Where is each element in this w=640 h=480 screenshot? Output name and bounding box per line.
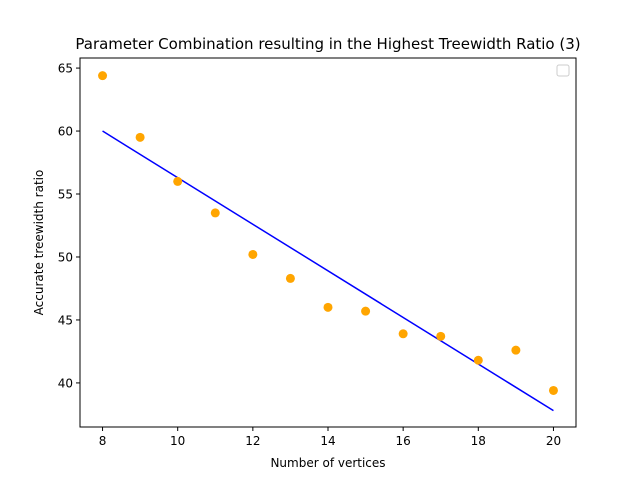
y-tick-label: 40 xyxy=(58,376,73,390)
y-axis-label: Accurate treewidth ratio xyxy=(32,170,46,316)
tick-group: 8 10 12 14 16 18 20 40 45 50 55 60 65 xyxy=(58,62,561,448)
x-tick-label: 14 xyxy=(320,434,335,448)
y-tick-label: 45 xyxy=(58,313,73,327)
scatter-point xyxy=(248,249,258,259)
scatter-point xyxy=(135,132,145,142)
y-tick-label: 50 xyxy=(58,250,73,264)
y-tick-label: 55 xyxy=(58,188,73,202)
scatter-point xyxy=(548,385,558,395)
scatter-point xyxy=(511,345,521,355)
y-tick-label: 60 xyxy=(58,125,73,139)
x-tick-label: 20 xyxy=(546,434,561,448)
scatter-point xyxy=(436,331,446,341)
scatter-point xyxy=(361,306,371,316)
y-tick-label: 65 xyxy=(58,62,73,76)
legend-box xyxy=(556,64,570,77)
scatter-point xyxy=(398,329,408,339)
scatter-point xyxy=(173,176,183,186)
chart-title: Parameter Combination resulting in the H… xyxy=(75,35,580,53)
scatter-point xyxy=(210,208,220,218)
plot-area xyxy=(98,71,558,412)
scatter-point xyxy=(285,273,295,283)
x-axis-label: Number of vertices xyxy=(270,456,385,470)
x-tick-label: 8 xyxy=(99,434,107,448)
scatter-point xyxy=(473,355,483,365)
x-tick-label: 16 xyxy=(396,434,411,448)
scatter-point xyxy=(323,302,333,312)
scatter-point xyxy=(98,71,108,81)
x-tick-label: 18 xyxy=(471,434,486,448)
x-tick-label: 10 xyxy=(170,434,185,448)
x-tick-label: 12 xyxy=(245,434,260,448)
